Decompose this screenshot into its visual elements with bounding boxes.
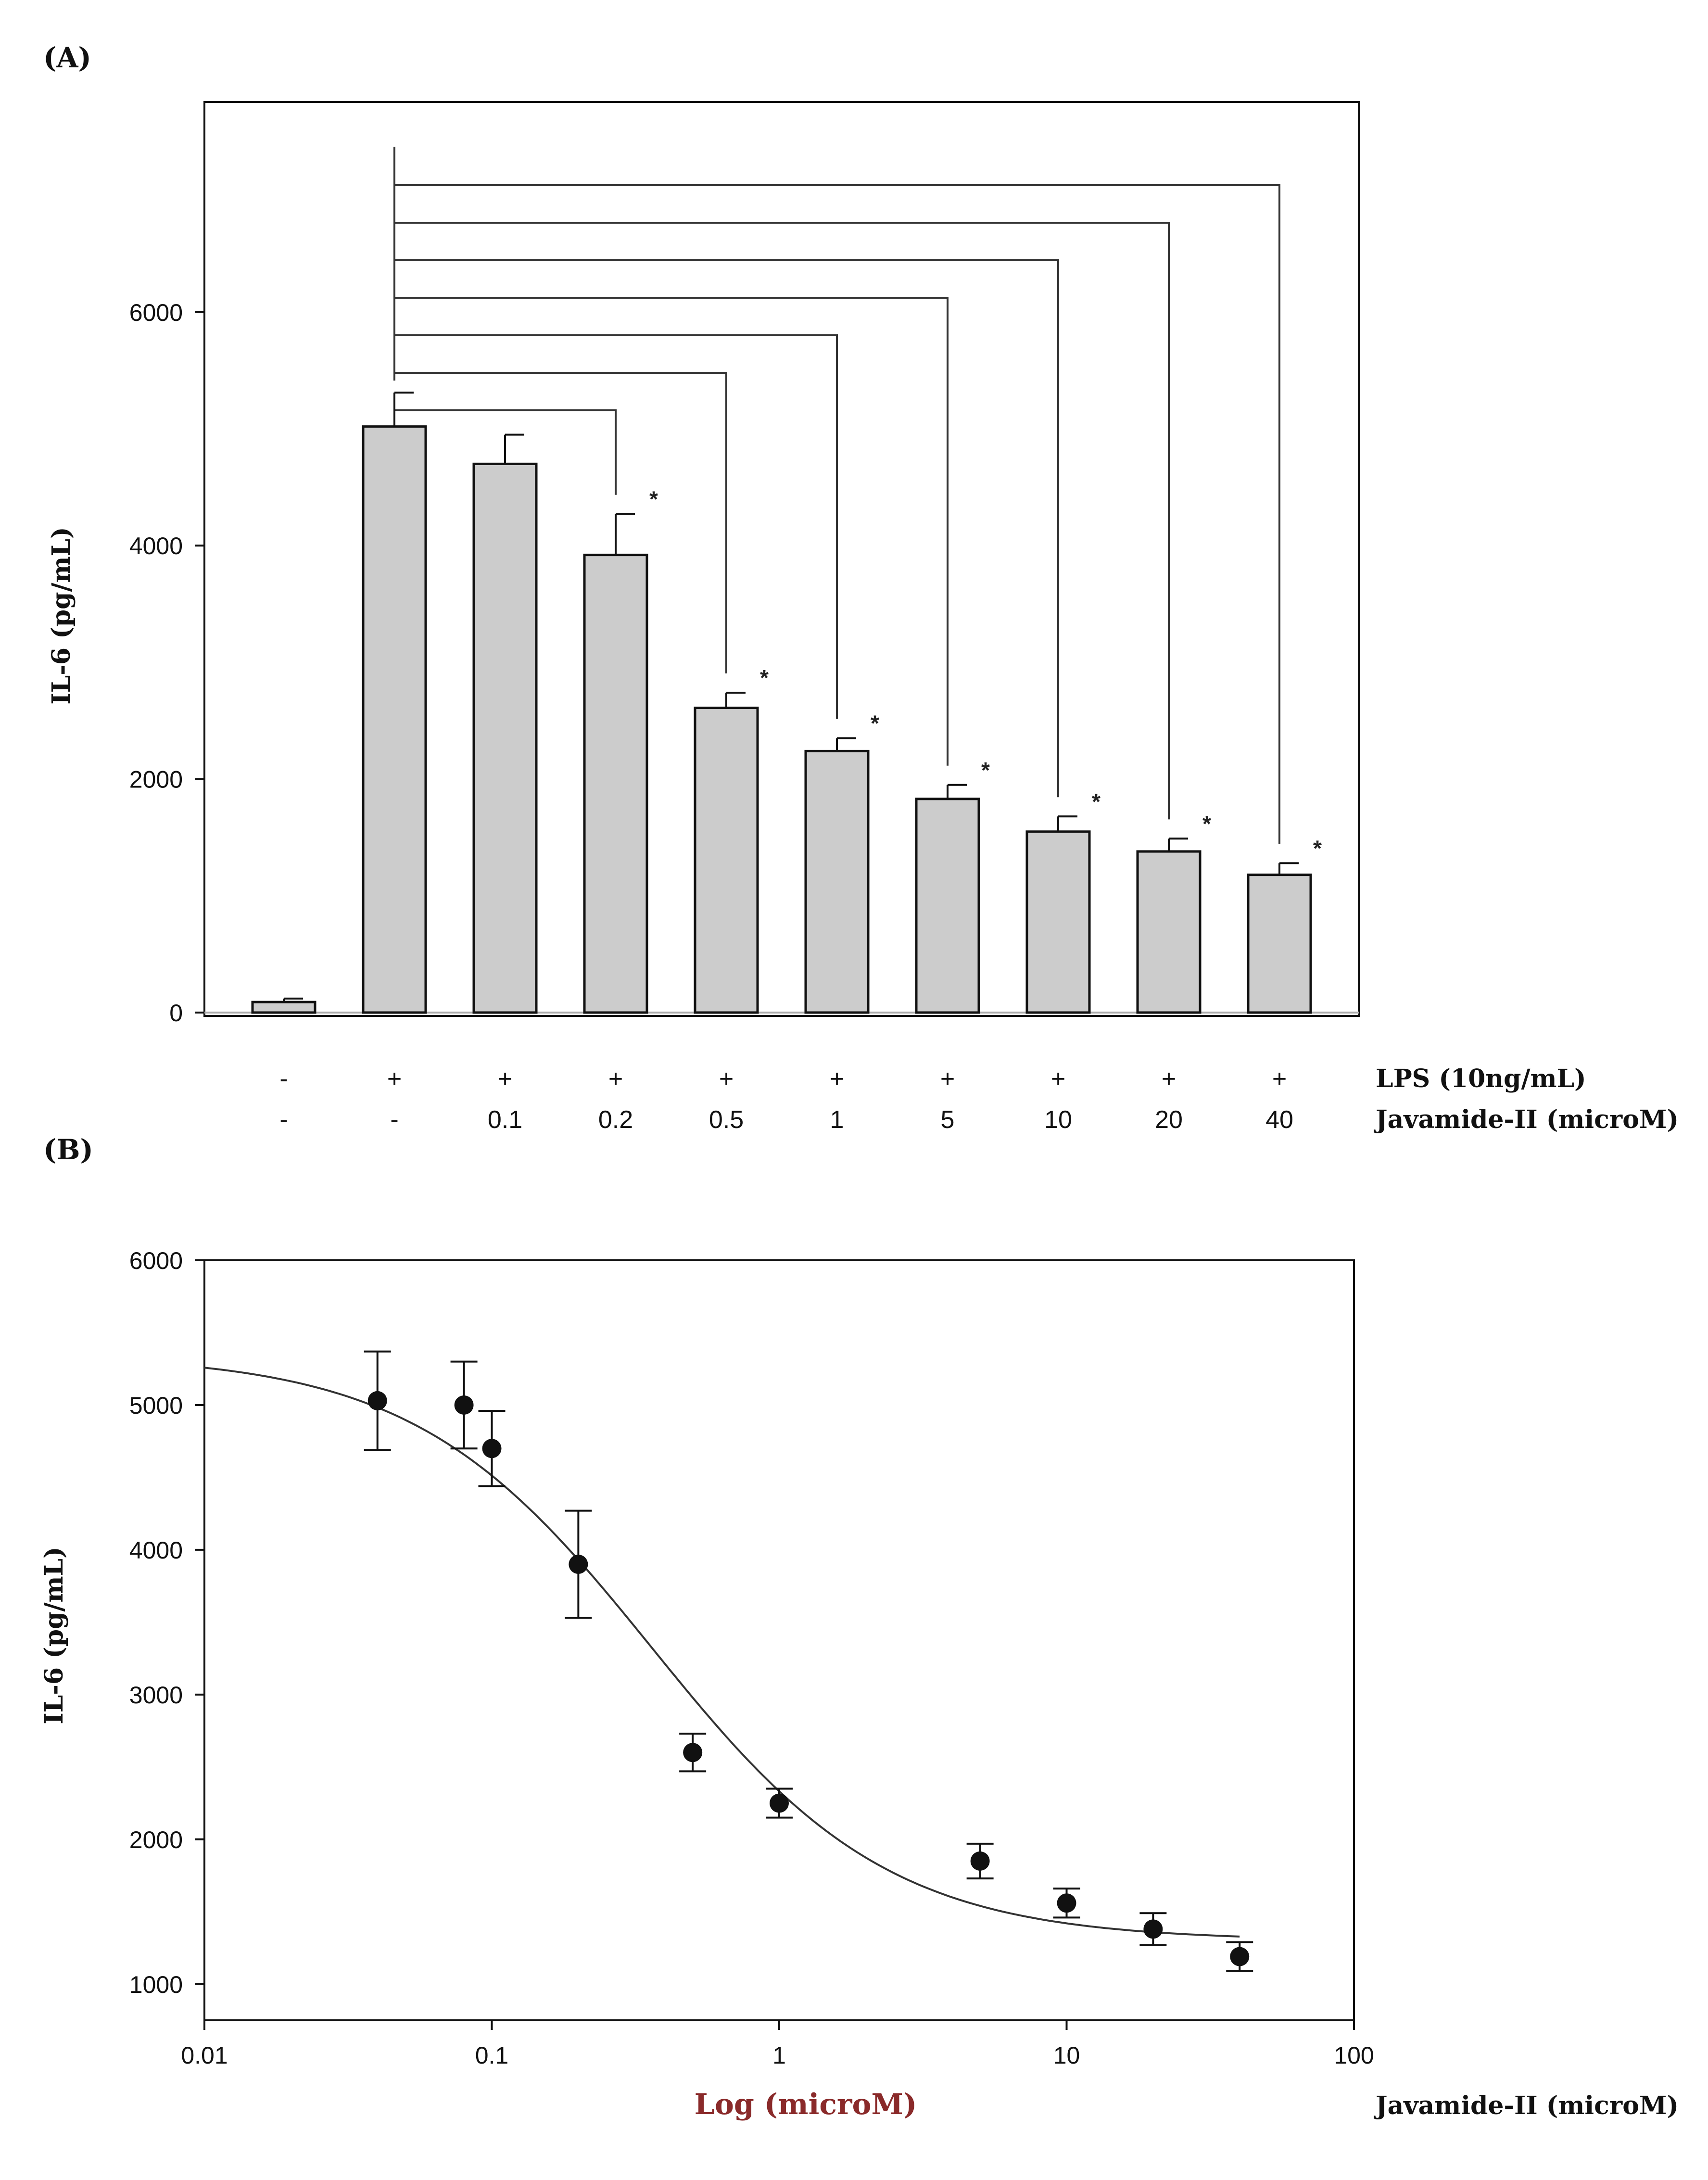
panel-a-row-lps-value: +	[387, 1065, 402, 1093]
panel-a-significance-mark: *	[760, 665, 769, 690]
panel-a-row-javamide-value: 10	[1044, 1106, 1072, 1134]
panel-a-row-lps-value: +	[1162, 1065, 1176, 1093]
panel-a-comparison-bracket	[394, 297, 949, 766]
panel-a-row-javamide-value: 40	[1265, 1106, 1293, 1134]
panel-a-comparison-bracket	[394, 222, 1170, 820]
panel-a-comparison-bracket	[394, 409, 617, 495]
panel-b: (B) IL-6 (pg/mL) 1000 2000 3000 4000 5000 600…	[39, 1133, 1679, 2121]
panel-b-y-tick-label: 6000	[129, 1247, 183, 1274]
panel-a-significance-mark: *	[981, 758, 990, 783]
panel-b-y-tick-label: 3000	[129, 1682, 183, 1709]
panel-b-data-points	[364, 1350, 1253, 1972]
panel-a-y-tick-label: 6000	[129, 299, 183, 326]
panel-b-x-tick-label: 0.01	[181, 2042, 228, 2069]
panel-b-data-point	[1143, 1919, 1163, 1939]
panel-a-comparison-bracket	[394, 184, 1280, 844]
panel-b-x-tick-label: 1	[772, 2042, 786, 2069]
panel-b-y-axis-label: IL-6 (pg/mL)	[39, 1546, 69, 1724]
panel-a-significance-mark: *	[871, 711, 879, 736]
panel-a-row-lps-value: +	[940, 1065, 955, 1093]
panel-a-label: (A)	[43, 41, 91, 74]
panel-b-x-tick-label: 0.1	[475, 2042, 509, 2069]
panel-b-data-point	[770, 1793, 789, 1813]
panel-a-row-lps-value: -	[279, 1065, 288, 1093]
panel-a-plot-frame	[203, 101, 1360, 1017]
panel-a-bar	[251, 1001, 316, 1014]
panel-a-bar	[1136, 850, 1202, 1014]
panel-b-x-tick-label: 10	[1053, 2042, 1080, 2069]
panel-a-y-tick-label: 4000	[129, 532, 183, 559]
panel-b-y-tick-label: 1000	[129, 1971, 183, 1998]
panel-a-y-tick-label: 2000	[129, 766, 183, 793]
panel-b-x-axis-label: Log (microM)	[695, 2088, 917, 2121]
panel-b-data-point	[367, 1391, 387, 1410]
panel-b-y-tick-label: 2000	[129, 1826, 183, 1853]
panel-a-significance-mark: *	[1313, 836, 1322, 861]
panel-a-row-lps-value: +	[830, 1065, 844, 1093]
panel-b-y-ticks: 1000 2000 3000 4000 5000 6000	[129, 1247, 204, 1998]
panel-a-row-label: Javamide-II (microM)	[1374, 1105, 1679, 1134]
panel-b-data-point	[970, 1851, 990, 1871]
panel-a-significance-mark: *	[1202, 811, 1211, 836]
panel-a-row-javamide-value: 0.1	[488, 1106, 522, 1134]
panel-a-row-javamide-value: 1	[830, 1106, 844, 1134]
panel-a-row-lps-value: +	[719, 1065, 734, 1093]
panel-a-bar	[804, 749, 870, 1014]
panel-a-bars: * * * * * * *	[251, 392, 1322, 1014]
panel-a-y-tick-label: 0	[169, 1000, 183, 1027]
panel-b-data-point	[683, 1743, 703, 1762]
panel-b-x-tick-label: 100	[1334, 2042, 1374, 2069]
panel-b-x-axis-label-right: Javamide-II (microM)	[1374, 2091, 1679, 2120]
panel-b-data-point	[482, 1439, 502, 1458]
panel-a-row-javamide-value: 5	[941, 1106, 955, 1134]
panel-b-data-point	[1230, 1947, 1250, 1966]
panel-b-y-tick-label: 5000	[129, 1392, 183, 1419]
panel-b-label: (B)	[43, 1133, 93, 1166]
panel-a-row-javamide-value: -	[279, 1106, 288, 1134]
panel-a-row-lps-value: +	[1051, 1065, 1065, 1093]
panel-a-bar	[472, 462, 538, 1014]
panel-b-x-ticks: 0.01 0.1 1 10 100	[181, 2020, 1374, 2069]
panel-a-row-lps-value: +	[498, 1065, 512, 1093]
panel-a-bar	[1025, 830, 1091, 1014]
panel-a-row-lps-value: +	[608, 1065, 623, 1093]
panel-a-significance-mark: *	[649, 487, 658, 512]
panel-a-bar	[1247, 874, 1312, 1014]
panel-a-row-javamide-value: 0.2	[598, 1106, 633, 1134]
panel-a-row-javamide-value: 0.5	[709, 1106, 744, 1134]
panel-b-data-point	[1057, 1893, 1076, 1913]
panel-a-comparison-bracket	[394, 372, 727, 674]
panel-a-y-axis-label: IL-6 (pg/mL)	[47, 527, 76, 704]
panel-a-bar	[694, 707, 759, 1014]
panel-a-row-javamide-value: 20	[1155, 1106, 1183, 1134]
panel-a-row-label: LPS (10ng/mL)	[1376, 1064, 1586, 1093]
panel-a-row-javamide-value: -	[390, 1106, 398, 1134]
panel-b-y-tick-label: 4000	[129, 1537, 183, 1564]
panel-a-bar	[362, 425, 427, 1014]
panel-a-significance-brackets	[393, 147, 1280, 844]
panel-a-bar	[915, 798, 980, 1014]
panel-a-significance-mark: *	[1092, 789, 1101, 814]
panel-a-condition-rows: - + + + + + + + + + LPS (10ng/mL) - - 0.1 0.2 0.5 1 5 10 20…	[279, 1064, 1679, 1134]
panel-a: (A) IL-6 (pg/mL) 0 2000 4000 6000 * * * * * * * -…	[43, 41, 1679, 1134]
panel-a-comparison-bracket	[394, 334, 838, 719]
panel-a-row-lps-value: +	[1272, 1065, 1287, 1093]
panel-b-data-point	[569, 1555, 588, 1574]
panel-b-data-point	[454, 1395, 474, 1415]
panel-b-fit-curve	[204, 1367, 1240, 1938]
panel-a-comparison-bracket	[394, 259, 1059, 798]
panel-a-bar	[583, 554, 648, 1014]
